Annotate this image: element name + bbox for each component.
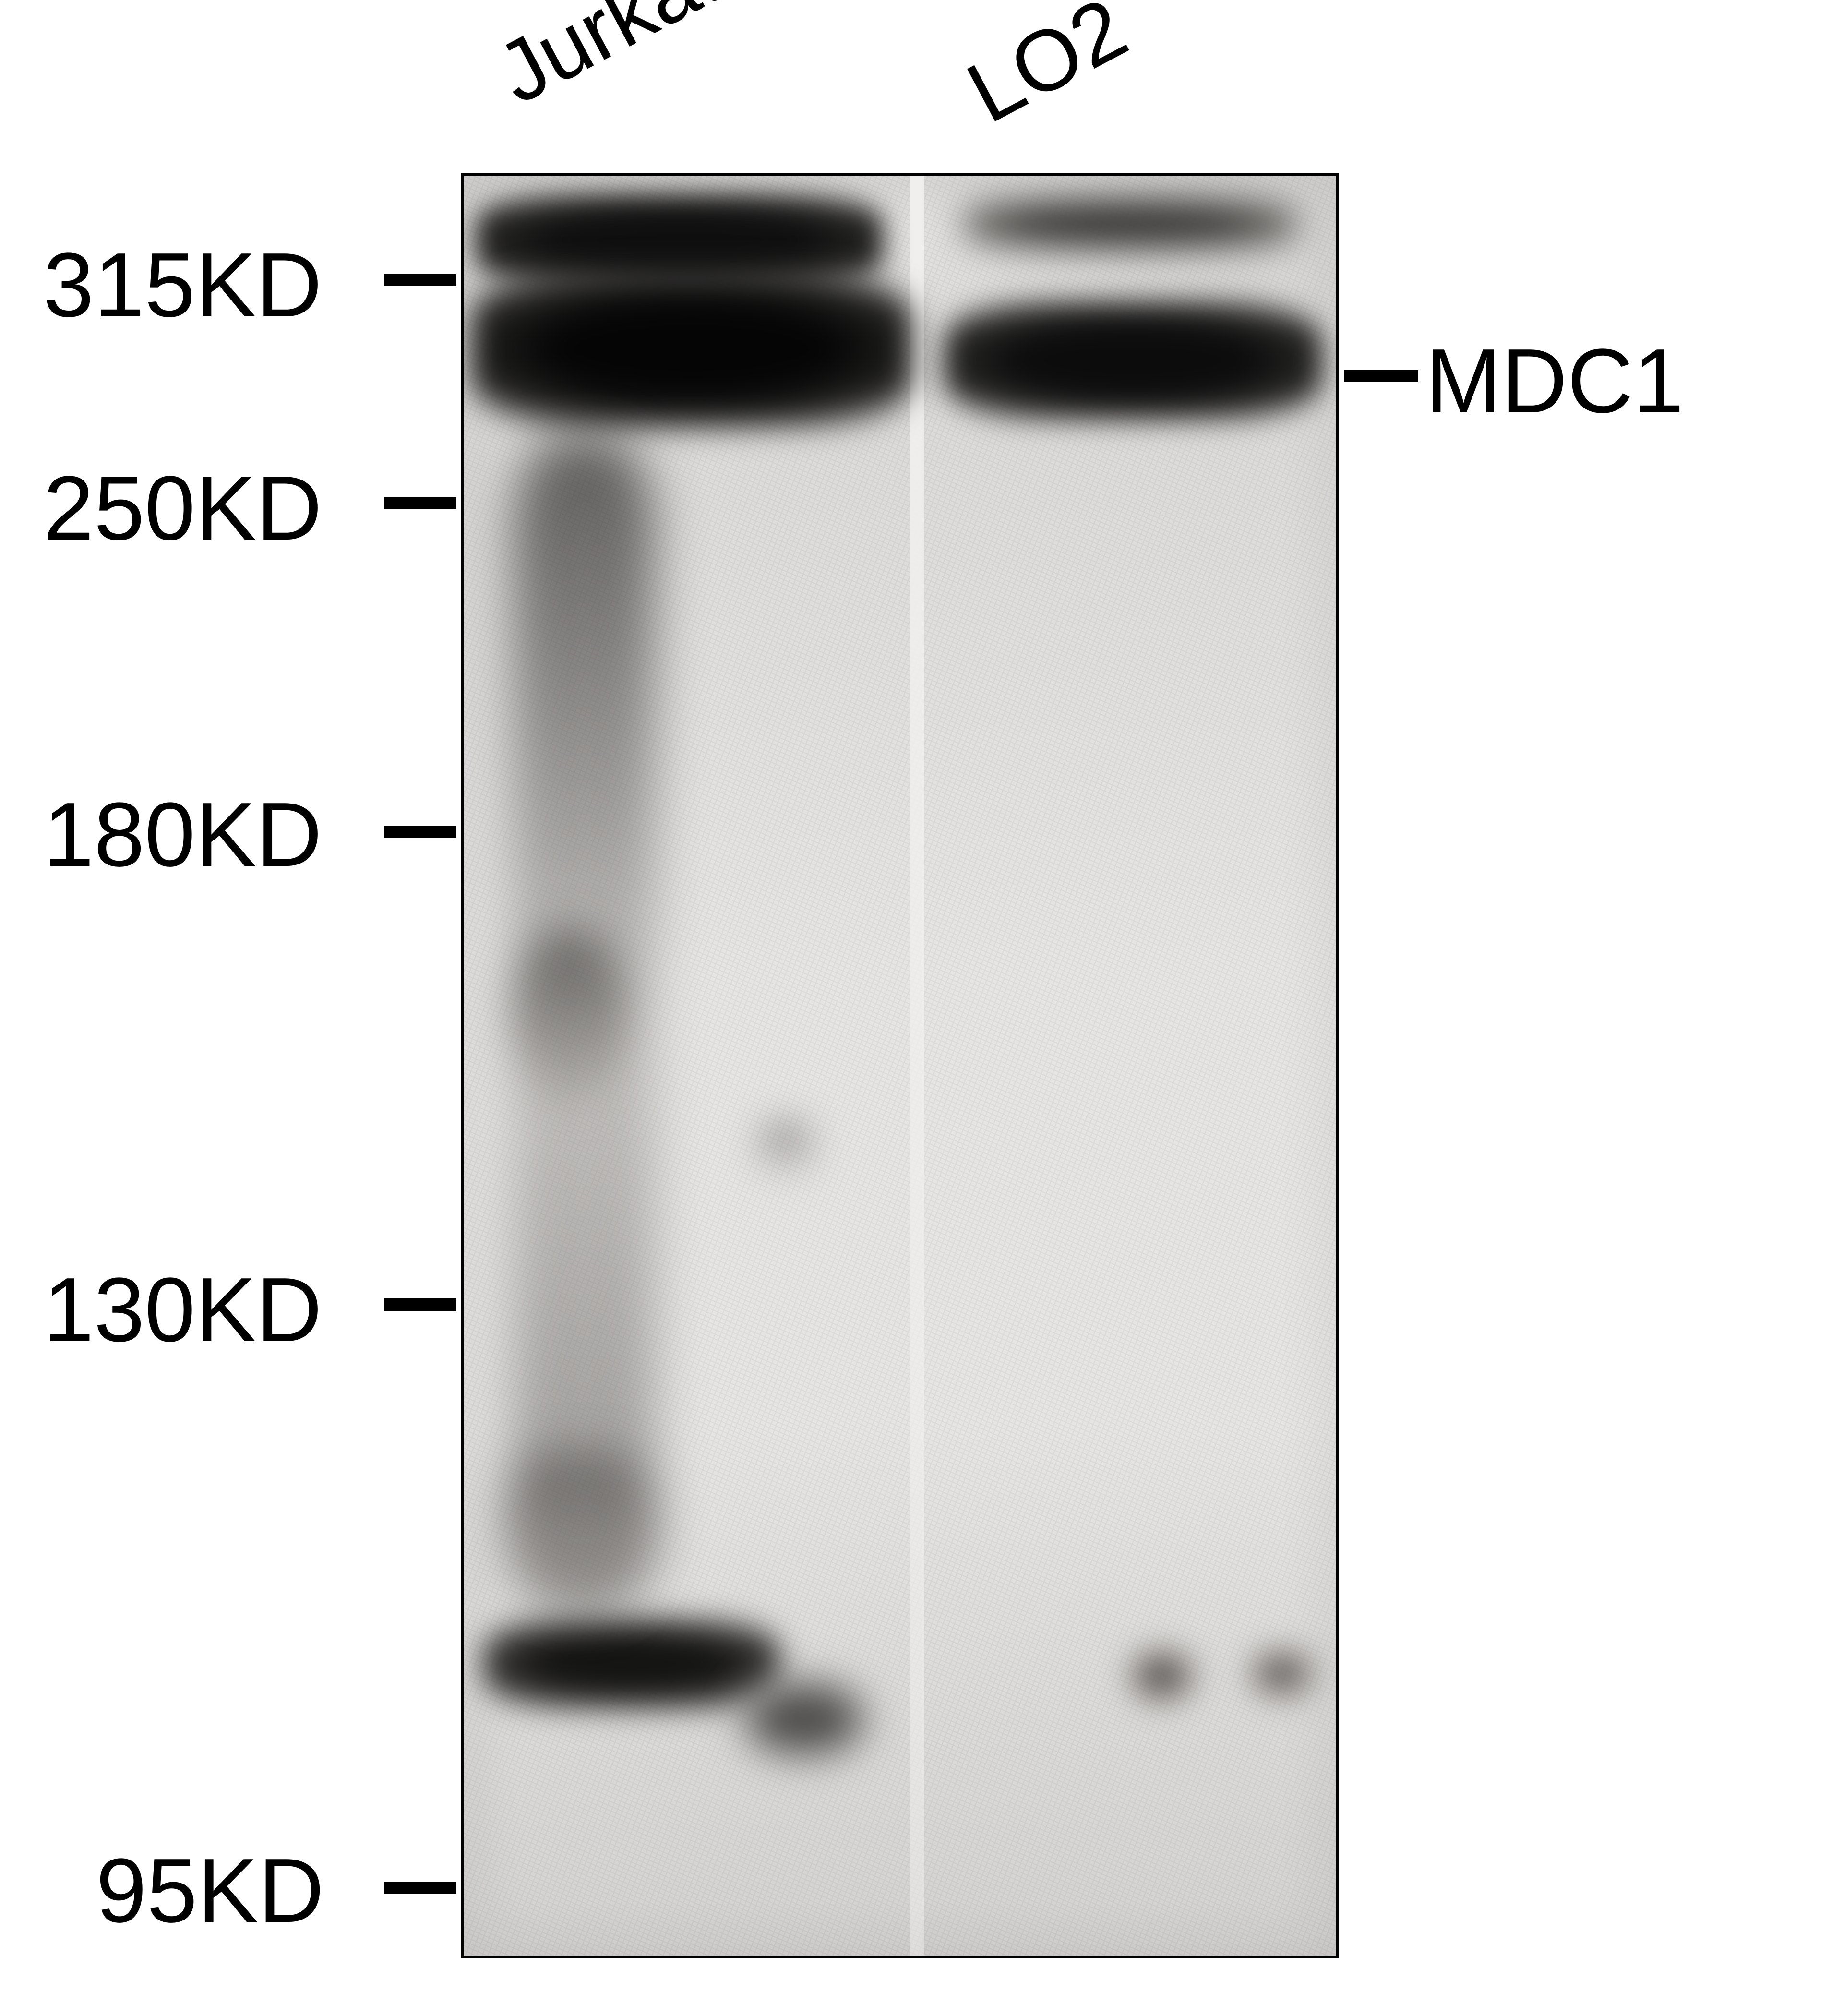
band-lo2-mdc1-top-dots (963, 195, 1299, 252)
mw-tick-315kd (384, 274, 456, 286)
target-tick (1344, 370, 1418, 382)
mw-label-130kd: 130KD (43, 1258, 322, 1362)
lane-label-jurkat: Jurkat (481, 0, 736, 123)
lane-divider (910, 176, 924, 1956)
band-jurkat-mdc1-main (471, 269, 912, 428)
target-label-mdc1: MDC1 (1425, 329, 1684, 433)
band-jurkat-lower-tail (742, 1678, 867, 1760)
mw-label-95kd: 95KD (96, 1838, 324, 1943)
mw-label-180kd: 180KD (43, 782, 322, 887)
band-lo2-lower-spot2 (1251, 1649, 1313, 1697)
mw-tick-130kd (384, 1298, 456, 1311)
mw-tick-180kd (384, 826, 456, 838)
mw-label-315kd: 315KD (43, 233, 322, 337)
mw-label-250kd: 250KD (43, 456, 322, 561)
mw-tick-95kd (384, 1882, 456, 1894)
band-lo2-mdc1-main (944, 300, 1323, 420)
band-lo2-lower-spot1 (1131, 1649, 1193, 1702)
smear-jurkat-180-blob (512, 929, 627, 1102)
blot-membrane (461, 173, 1339, 1958)
band-jurkat-lower-band (483, 1618, 780, 1709)
figure-canvas: Jurkat LO2 315KD 250KD 180KD 130KD 95KD MDC1 (0, 0, 1843, 2016)
smear-jurkat-mid-speck (756, 1121, 814, 1179)
mw-tick-250kd (384, 497, 456, 509)
lane-label-lo2: LO2 (952, 0, 1143, 143)
smear-jurkat-pre-lower-smudge (502, 1452, 656, 1611)
